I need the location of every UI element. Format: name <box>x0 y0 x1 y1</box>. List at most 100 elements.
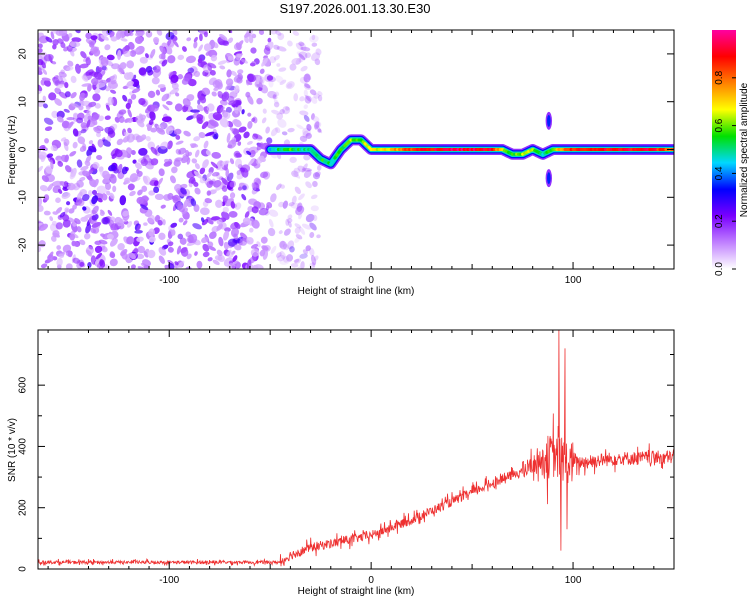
noise-blob <box>278 67 287 72</box>
noise-blob <box>147 249 156 259</box>
noise-blob <box>199 167 206 175</box>
noise-blob <box>269 56 277 64</box>
noise-blob <box>153 180 159 187</box>
noise-blob <box>52 180 63 188</box>
noise-blob <box>51 220 57 226</box>
noise-blob <box>289 156 297 164</box>
noise-blob <box>270 245 277 254</box>
noise-blob <box>199 95 207 104</box>
noise-blob <box>188 182 193 188</box>
noise-blob <box>98 239 108 245</box>
noise-blob <box>161 59 168 67</box>
noise-blob <box>261 117 267 124</box>
noise-blob <box>226 69 232 78</box>
noise-blob <box>131 88 141 94</box>
noise-blob <box>74 218 81 225</box>
noise-blob <box>68 33 73 38</box>
noise-blob <box>275 75 284 84</box>
noise-blob <box>150 158 159 166</box>
noise-blob <box>116 111 124 119</box>
noise-blob <box>304 95 312 104</box>
noise-blob <box>221 185 228 192</box>
noise-blob <box>143 222 148 226</box>
noise-blob <box>183 198 189 209</box>
noise-blob <box>279 79 287 85</box>
colorbar-label: Normalized spectral amplitude <box>739 82 750 217</box>
noise-blob <box>61 120 70 129</box>
noise-blob <box>244 211 250 219</box>
noise-blob <box>54 80 61 86</box>
noise-blob <box>193 36 198 43</box>
noise-blob <box>68 208 75 214</box>
noise-blob <box>216 249 223 257</box>
noise-blob <box>48 92 57 101</box>
noise-blob <box>159 45 167 55</box>
noise-blob <box>295 205 305 216</box>
noise-blob <box>126 133 135 143</box>
noise-blob <box>85 38 93 45</box>
noise-blob <box>156 30 163 36</box>
noise-blob <box>223 230 230 241</box>
noise-blob <box>83 232 91 240</box>
noise-blob <box>65 263 73 269</box>
colorbar-tick-label: 0.8 <box>714 70 725 84</box>
noise-blob <box>129 190 136 197</box>
noise-blob <box>38 165 44 173</box>
noise-blob <box>106 135 112 142</box>
noise-blob <box>158 168 165 177</box>
noise-blob <box>265 126 270 134</box>
noise-blob <box>296 265 305 269</box>
noise-blob <box>137 245 146 254</box>
noise-blob <box>225 106 232 113</box>
noise-blob <box>217 254 225 263</box>
noise-blob <box>303 73 311 83</box>
noise-blob <box>286 83 293 88</box>
noise-blob <box>302 127 311 137</box>
noise-blob <box>299 96 305 102</box>
noise-blob <box>310 205 319 212</box>
noise-blob <box>167 241 174 247</box>
noise-blob <box>199 207 210 216</box>
noise-blob <box>252 133 259 140</box>
noise-blob <box>210 54 218 62</box>
noise-blob <box>88 145 97 153</box>
noise-blob <box>98 115 104 122</box>
noise-blob <box>91 189 98 196</box>
noise-blob <box>92 161 100 169</box>
noise-blob <box>273 44 280 50</box>
noise-blob <box>225 82 233 91</box>
noise-blob <box>244 36 249 44</box>
noise-blob <box>302 167 313 172</box>
noise-blob <box>94 103 101 109</box>
noise-blob <box>115 30 123 40</box>
noise-blob <box>298 51 308 60</box>
noise-blob <box>313 93 320 99</box>
noise-blob <box>198 44 204 52</box>
noise-blob <box>66 185 77 190</box>
noise-blob <box>291 170 299 178</box>
noise-blob <box>66 45 73 52</box>
noise-blob <box>240 58 249 64</box>
noise-blob <box>127 108 132 118</box>
noise-blob <box>179 237 187 245</box>
noise-blob <box>270 193 277 203</box>
noise-blob <box>66 117 75 121</box>
noise-blob <box>127 117 134 123</box>
noise-blob <box>215 185 223 191</box>
noise-blob <box>130 264 136 269</box>
noise-blob <box>203 140 209 149</box>
noise-blob <box>290 202 301 209</box>
noise-blob <box>38 90 42 95</box>
noise-blob <box>109 31 115 38</box>
noise-blob <box>165 100 173 106</box>
noise-blob <box>174 261 179 266</box>
noise-blob <box>102 216 111 225</box>
noise-blob <box>296 124 304 130</box>
noise-blob <box>175 201 182 208</box>
noise-blob <box>46 153 54 158</box>
noise-blob <box>292 30 300 36</box>
noise-blob <box>62 219 71 228</box>
noise-blob <box>281 131 288 136</box>
noise-blob <box>104 126 114 135</box>
noise-blob <box>70 92 77 99</box>
